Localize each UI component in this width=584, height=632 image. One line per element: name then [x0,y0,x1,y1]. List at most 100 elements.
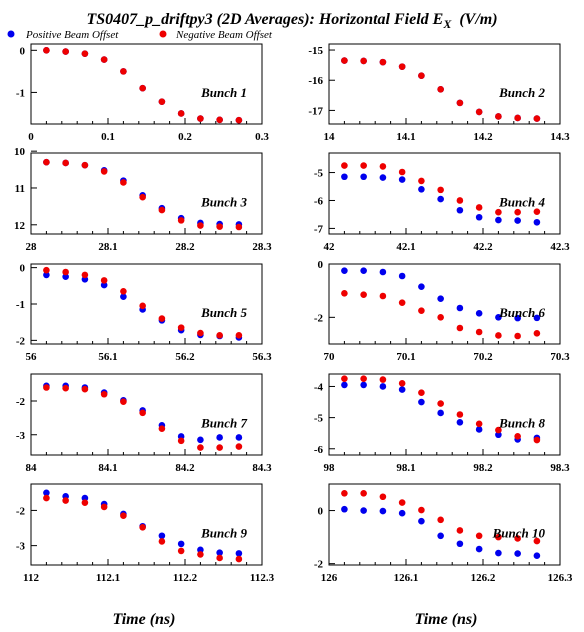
y-tick-label: -6 [314,195,324,207]
negative-offset-point [495,533,502,541]
positive-offset-point [398,272,406,280]
negative-offset-point [177,437,185,445]
bunch-label: Bunch 8 [498,415,545,430]
x-tick-label: 56.1 [98,351,117,363]
negative-offset-point [398,168,406,176]
negative-offset-point [216,223,223,230]
negative-offset-point [158,206,166,214]
x-tick-label: 14 [324,131,336,143]
negative-offset-point [197,222,204,229]
x-tick-label: 56 [26,351,38,363]
positive-offset-point [475,213,483,221]
x-tick-label: 14.3 [550,131,570,143]
positive-offset-point [475,310,483,317]
negative-offset-point [456,527,464,534]
negative-offset-point [437,400,444,407]
negative-offset-point [81,385,89,393]
negative-offset-point [139,524,146,531]
panel-2: 14 14.1 14.2 14.3 -15 -16 -17 Bunch 2 [308,43,570,143]
x-tick-label: 56.3 [252,351,272,363]
negative-offset-point [360,57,367,65]
legend-negative-marker [159,30,167,38]
negative-offset-point [437,516,444,524]
negative-offset-point [197,551,204,558]
positive-offset-point [456,206,464,214]
positive-offset-point [341,381,348,389]
positive-offset-point [360,173,367,181]
y-tick-label: -4 [314,381,324,393]
negative-offset-point [62,159,69,167]
positive-offset-point [456,540,464,548]
negative-offset-point [418,72,425,79]
positive-offset-point [533,218,541,226]
y-tick-label: -15 [308,45,323,57]
negative-offset-point [456,197,464,204]
positive-offset-point [533,314,541,322]
negative-offset-point [398,380,406,387]
negative-offset-point [81,499,89,506]
positive-offset-point [341,505,348,513]
plot-frame [328,483,561,566]
figure-title: TS0407_p_driftpy3 (2D Averages): Horizon… [86,11,497,31]
positive-offset-point [197,436,204,444]
y-tick-label: -16 [308,75,323,87]
bunch-label: Bunch 5 [200,305,247,320]
negative-offset-point [341,290,348,297]
negative-offset-point [43,47,50,54]
negative-offset-point [100,277,108,284]
negative-offset-point [158,315,166,322]
negative-offset-point [533,208,541,215]
x-tick-label: 126 [321,572,338,584]
x-tick-label: 42 [324,241,336,253]
x-axis-label-left: Time (ns) [113,611,176,628]
negative-offset-point [437,314,444,321]
negative-offset-point [197,444,204,451]
x-tick-label: 70.2 [473,351,493,363]
negative-offset-point [533,436,541,444]
negative-offset-point [158,538,166,545]
x-tick-label: 84.1 [98,462,117,474]
negative-offset-point [475,108,483,116]
negative-offset-point [43,158,50,166]
positive-offset-point [495,314,502,321]
negative-offset-point [235,555,243,563]
positive-offset-point [398,176,406,183]
x-tick-label: 98.1 [396,462,415,474]
bunch-label: Bunch 9 [200,525,247,540]
negative-offset-point [533,115,541,122]
x-tick-label: 42.3 [550,241,570,253]
negative-offset-point [360,162,367,169]
positive-offset-point [379,507,387,515]
negative-offset-point [398,299,406,306]
negative-offset-point [100,56,108,63]
negative-offset-point [495,113,502,120]
negative-offset-point [514,332,521,340]
negative-offset-point [533,537,541,545]
negative-offset-point [437,85,444,93]
positive-offset-point [398,386,406,393]
negative-offset-point [456,411,464,418]
x-tick-label: 112 [23,572,39,584]
negative-offset-point [341,57,348,64]
y-tick-label: -2 [16,396,26,408]
negative-offset-point [120,512,127,519]
x-tick-label: 112.1 [96,572,120,584]
panel-1: 0 0.1 0.2 0.3 0 -1 Bunch 1 [16,43,269,143]
bunch-label: Bunch 1 [200,85,247,100]
negative-offset-point [120,287,127,295]
negative-offset-point [81,271,89,279]
bunch-label: Bunch 7 [200,415,247,430]
positive-offset-point [360,381,367,389]
title-subscript: X [442,17,452,31]
bunch-label: Bunch 4 [498,194,545,209]
negative-offset-point [235,223,243,231]
negative-offset-point [418,177,425,185]
plot-frame [30,373,263,456]
y-tick-label: -2 [314,312,324,324]
negative-offset-point [235,443,243,450]
negative-offset-point [235,331,243,339]
panel-6: 70 70.1 70.2 70.3 0 -2 Bunch 6 [314,259,570,363]
negative-offset-point [379,376,387,383]
bunch-label: Bunch 10 [492,525,546,540]
negative-offset-point [418,506,425,514]
